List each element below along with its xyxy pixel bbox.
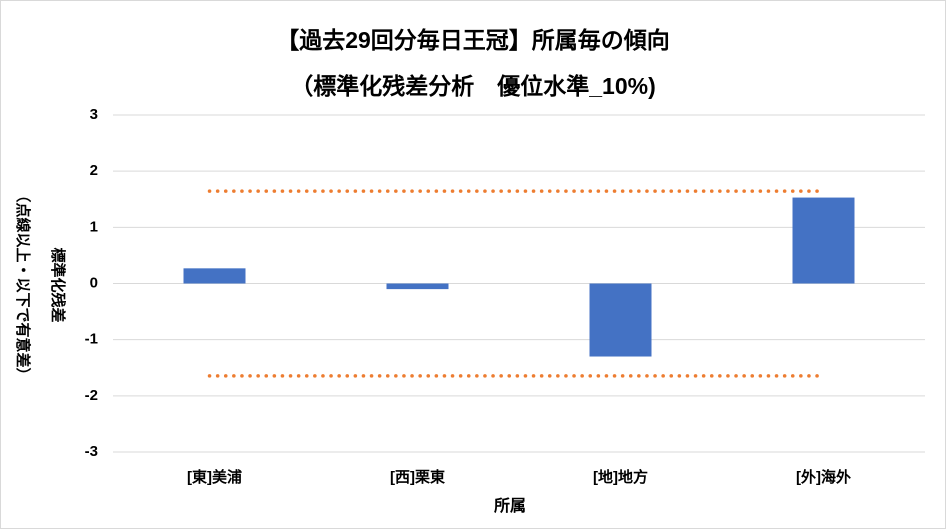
- y-tick-label: 2: [90, 162, 98, 179]
- y-tick-label: 3: [90, 106, 98, 123]
- bar: [589, 283, 652, 357]
- chart-subtitle: （標準化残差分析 優位水準_10%): [290, 73, 655, 99]
- x-tick-label: [外]海外: [796, 468, 851, 486]
- x-tick-label: [地]地方: [593, 468, 648, 486]
- bar: [792, 197, 855, 284]
- bar: [183, 268, 246, 284]
- chart-title: 【過去29回分毎日王冠】所属毎の傾向: [276, 27, 670, 53]
- y-tick-label: -2: [85, 387, 98, 404]
- x-axis-label: 所属: [494, 497, 526, 515]
- y-axis-label: 標準化残差: [49, 247, 67, 322]
- x-tick-label: [西]栗東: [390, 468, 445, 486]
- bar: [386, 283, 449, 290]
- x-tick-label: [東]美浦: [187, 468, 242, 486]
- y-tick-label: 1: [90, 218, 98, 235]
- y-axis-label-note: （点線以上・以下で有意差）: [14, 187, 32, 382]
- y-tick-label: -3: [85, 443, 98, 460]
- y-tick-label: 0: [90, 274, 98, 291]
- plot-area: -3 -2 -1 0 1 2 3 [東]美浦 [西]栗東 [地]地方 [外]海外: [85, 106, 925, 486]
- y-tick-label: -1: [85, 331, 98, 348]
